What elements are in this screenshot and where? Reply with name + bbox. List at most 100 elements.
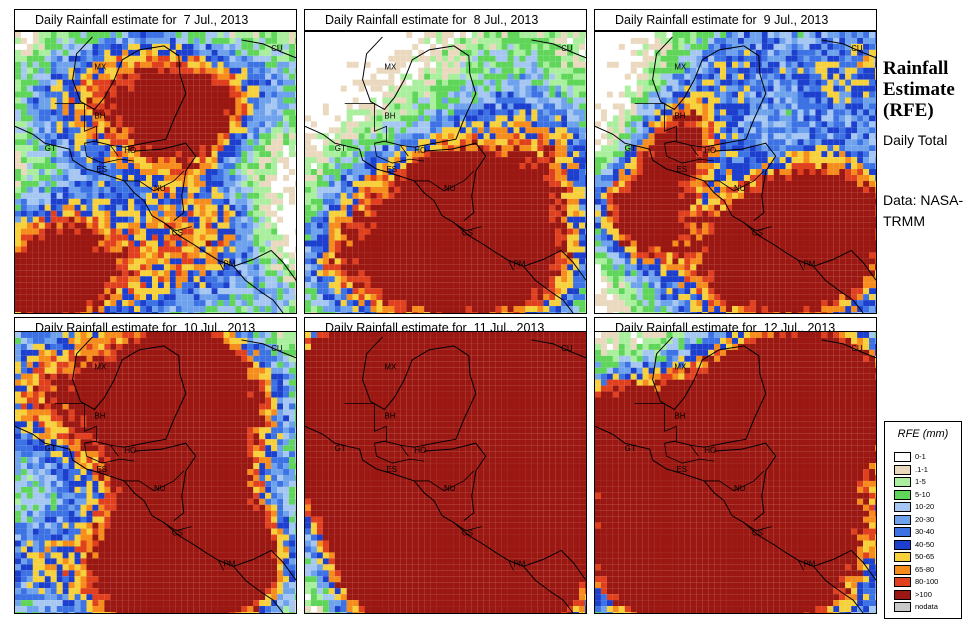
rainfall-cell (32, 79, 39, 86)
rainfall-cell (38, 151, 45, 158)
rainfall-cell (322, 174, 329, 181)
rainfall-cell (507, 163, 514, 170)
rainfall-cell (169, 174, 176, 181)
rainfall-cell (352, 240, 359, 247)
rainfall-cell (459, 210, 466, 217)
rainfall-cell (289, 276, 296, 283)
rainfall-cell (56, 198, 63, 205)
rainfall-cell (749, 37, 756, 44)
rainfall-cell (630, 67, 637, 74)
rainfall-cell (235, 115, 242, 122)
rainfall-cell (175, 306, 182, 313)
rainfall-cell (767, 85, 774, 92)
rainfall-cell (809, 79, 816, 86)
rainfall-cell (642, 37, 649, 44)
rainfall-cell (205, 32, 212, 38)
rainfall-cell (573, 32, 580, 38)
rainfall-cell (537, 192, 544, 199)
rainfall-cell (773, 85, 780, 92)
rainfall-cell (561, 288, 568, 295)
rainfall-cell (412, 133, 419, 140)
rainfall-cell (235, 264, 242, 271)
rainfall-cell (430, 43, 437, 50)
rainfall-cell (205, 163, 212, 170)
rainfall-cell (193, 300, 200, 307)
rainfall-cell (483, 240, 490, 247)
rainfall-cell (229, 55, 236, 62)
rainfall-cell (110, 258, 117, 265)
rainfall-cell (525, 163, 532, 170)
rainfall-cell (310, 151, 317, 158)
rainfall-cell (175, 85, 182, 92)
rainfall-cell (44, 163, 51, 170)
rainfall-cell (20, 186, 27, 193)
rainfall-cell (199, 306, 206, 313)
rainfall-cell (436, 276, 443, 283)
rainfall-cell (519, 145, 526, 152)
rainfall-cell (271, 67, 278, 74)
rainfall-cell (92, 37, 99, 44)
rainfall-cell (277, 240, 284, 247)
rainfall-cell (289, 252, 296, 259)
rainfall-cell (815, 103, 822, 110)
rainfall-cell (140, 192, 147, 199)
rainfall-cell (44, 55, 51, 62)
rainfall-cell (388, 55, 395, 62)
rainfall-cell (430, 163, 437, 170)
rainfall-cell (50, 61, 57, 68)
rainfall-cell (400, 258, 407, 265)
rainfall-cell (253, 276, 260, 283)
rainfall-cell (56, 97, 63, 104)
rainfall-cell (376, 282, 383, 289)
rainfall-cell (430, 234, 437, 241)
rainfall-cell (418, 252, 425, 259)
rainfall-cell (229, 294, 236, 301)
rainfall-cell (412, 180, 419, 187)
rainfall-cell (465, 252, 472, 259)
rainfall-cell (382, 133, 389, 140)
rainfall-cell (555, 258, 562, 265)
rainfall-cell (235, 312, 242, 313)
rainfall-cell (169, 115, 176, 122)
rainfall-cell (690, 67, 697, 74)
rainfall-cell (205, 97, 212, 104)
rainfall-cell (181, 186, 188, 193)
rainfall-cell (418, 73, 425, 80)
rainfall-cell (436, 67, 443, 74)
rainfall-cell (376, 174, 383, 181)
rainfall-cell (157, 37, 164, 44)
rainfall-cell (175, 270, 182, 277)
rainfall-cell (229, 186, 236, 193)
rainfall-cell (247, 133, 254, 140)
rainfall-cell (755, 32, 762, 38)
rainfall-cell (217, 282, 224, 289)
rainfall-cell (773, 67, 780, 74)
rainfall-cell (38, 186, 45, 193)
rainfall-cell (406, 306, 413, 313)
rainfall-cell (38, 258, 45, 265)
rainfall-cell (134, 97, 141, 104)
rainfall-cell (346, 264, 353, 271)
rainfall-cell (346, 133, 353, 140)
rainfall-cell (140, 300, 147, 307)
rainfall-cell (140, 91, 147, 98)
rainfall-cell (229, 85, 236, 92)
rainfall-cell (767, 115, 774, 122)
rainfall-cell (555, 97, 562, 104)
rainfall-cell (217, 79, 224, 86)
rainfall-cell (157, 115, 164, 122)
rainfall-cell (346, 163, 353, 170)
rainfall-cell (406, 228, 413, 235)
rainfall-cell (104, 276, 111, 283)
rainfall-cell (62, 210, 69, 217)
rainfall-cell (803, 91, 810, 98)
rainfall-cell (163, 97, 170, 104)
rainfall-cell (181, 276, 188, 283)
rainfall-cell (163, 103, 170, 110)
rainfall-cell (863, 67, 870, 74)
rainfall-cell (187, 169, 194, 175)
rainfall-cell (579, 133, 586, 140)
rainfall-cell (567, 192, 574, 199)
rainfall-cell (726, 79, 733, 86)
rainfall-cell (104, 49, 111, 56)
